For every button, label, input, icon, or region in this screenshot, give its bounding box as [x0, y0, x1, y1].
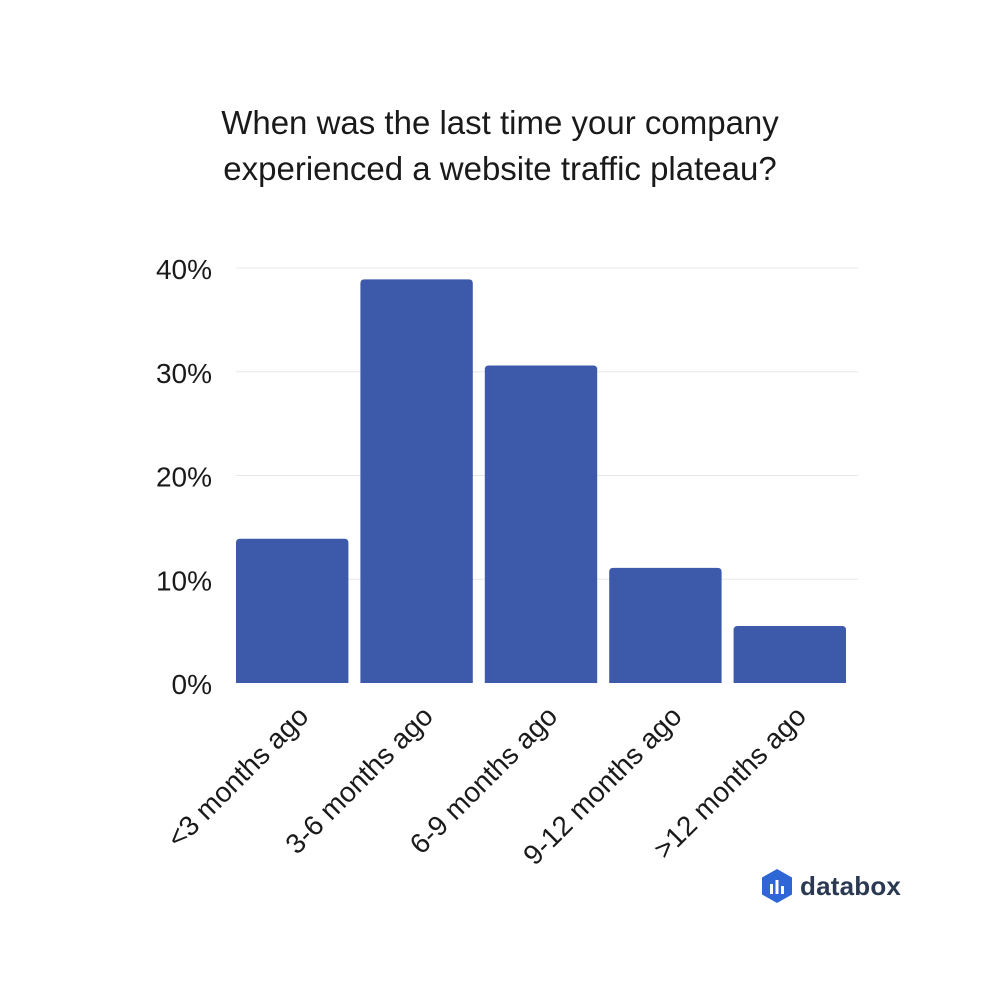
bar	[360, 279, 473, 683]
y-tick-label: 20%	[156, 462, 212, 493]
chart-title: When was the last time your company expe…	[0, 100, 1000, 192]
chart-title-line-2: experienced a website traffic plateau?	[223, 150, 777, 187]
bar	[733, 625, 846, 683]
databox-logo: databox	[762, 868, 901, 904]
bar	[484, 365, 598, 683]
y-tick-label: 40%	[156, 254, 212, 285]
y-tick-label: 0%	[172, 669, 212, 700]
y-axis-ticks: 0% 10% 20% 30% 40%	[156, 254, 212, 700]
y-tick-label: 10%	[156, 565, 212, 596]
bar	[236, 538, 349, 683]
databox-logo-icon	[762, 869, 792, 903]
bar	[609, 567, 722, 683]
chart-title-line-1: When was the last time your company	[221, 104, 779, 141]
bars	[236, 279, 846, 683]
y-tick-label: 30%	[156, 358, 212, 389]
databox-logo-text: databox	[800, 870, 902, 901]
